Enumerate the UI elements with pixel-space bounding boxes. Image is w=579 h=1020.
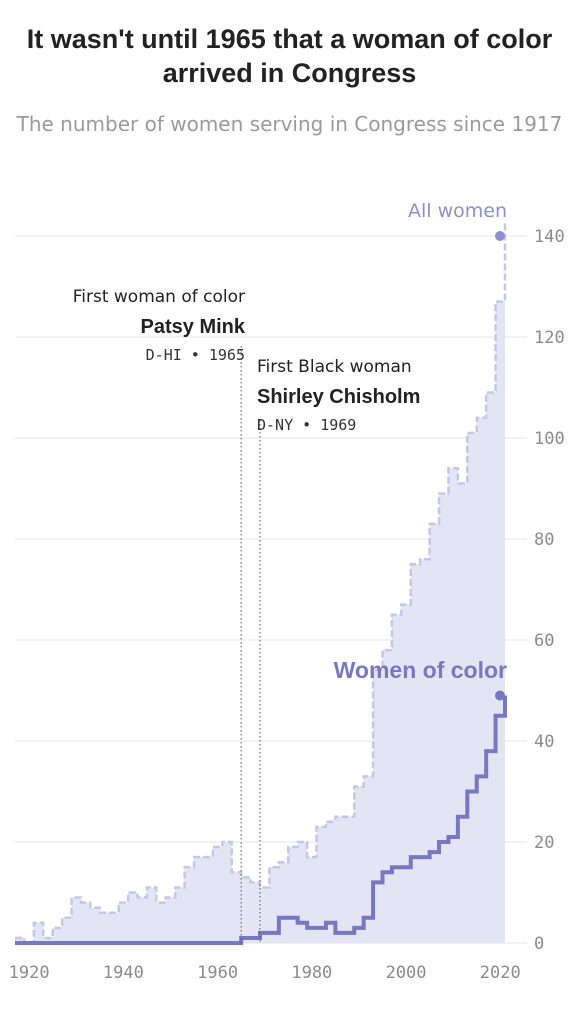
axis-tick-labels: 0 20 40 60 80 100 120 140 1920 1940 1960 1980 2000 20… xyxy=(9,227,565,983)
y-tick-label: 80 xyxy=(534,530,554,550)
annotation-meta: D-HI • 1965 xyxy=(146,346,245,364)
chart-subtitle: The number of women serving in Congress … xyxy=(16,112,563,136)
all-women-area xyxy=(15,220,505,944)
x-tick-label: 1940 xyxy=(103,963,144,983)
all-women-line xyxy=(15,220,507,945)
y-tick-label: 140 xyxy=(534,227,565,247)
x-tick-label: 2000 xyxy=(386,963,427,983)
all-women-label: All women xyxy=(408,200,507,222)
annotation-lines xyxy=(240,346,261,943)
x-tick-label: 1980 xyxy=(291,963,332,983)
annotation-lead: First woman of color xyxy=(73,287,245,307)
y-tick-label: 120 xyxy=(534,328,565,348)
women-of-color-label: Women of color xyxy=(334,657,507,683)
annotation-shirley-chisholm: First Black woman Shirley Chisholm D-NY … xyxy=(257,357,420,434)
annotation-meta: D-NY • 1969 xyxy=(257,416,356,434)
women-of-color-end-point xyxy=(495,690,505,701)
all-women-end-point xyxy=(495,231,505,241)
y-tick-label: 60 xyxy=(534,631,554,651)
annotation-patsy-mink: First woman of color Patsy Mink D-HI • 1… xyxy=(73,287,246,364)
y-tick-label: 40 xyxy=(534,732,554,752)
y-tick-label: 20 xyxy=(534,833,554,853)
x-tick-label: 2020 xyxy=(480,963,521,983)
annotation-name: Shirley Chisholm xyxy=(257,386,420,408)
y-tick-label: 100 xyxy=(534,429,565,449)
x-tick-label: 1920 xyxy=(9,963,50,983)
annotation-lead: First Black woman xyxy=(257,357,412,377)
women-of-color-line xyxy=(15,695,507,945)
annotation-name: Patsy Mink xyxy=(141,316,246,338)
chart-title: It wasn't until 1965 that a woman of col… xyxy=(26,24,553,88)
x-tick-label: 1960 xyxy=(197,963,238,983)
y-tick-label: 0 xyxy=(534,934,544,954)
